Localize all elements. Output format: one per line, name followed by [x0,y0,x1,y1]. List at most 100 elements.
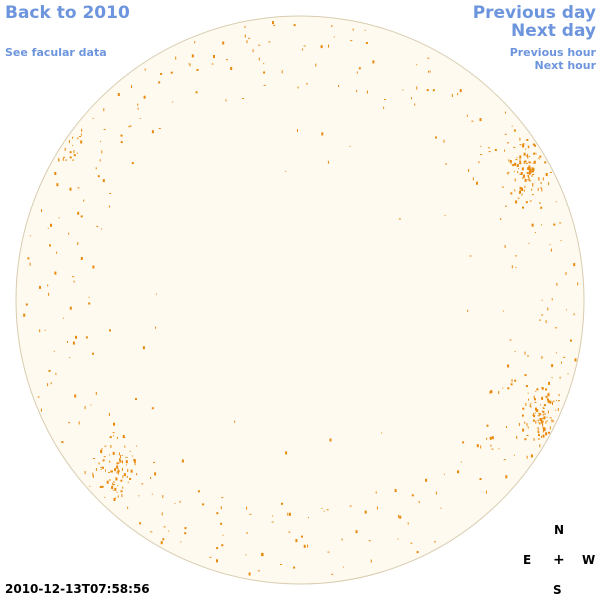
compass-north: N [554,523,565,537]
facula-mark [331,25,333,28]
facula-mark [537,157,539,159]
facula-mark [535,153,537,155]
facula-mark [73,150,75,154]
facula-mark [327,551,330,553]
facula-mark [209,556,212,558]
facula-mark [273,24,276,26]
see-facular-data-link[interactable]: See facular data [5,46,107,59]
facula-mark [154,472,157,476]
facula-mark [136,473,138,476]
facula-mark [545,173,548,176]
facula-mark [457,93,459,96]
facula-mark [116,436,118,439]
facula-mark [522,193,523,195]
previous-day-link[interactable]: Previous day [472,3,596,23]
facula-mark [244,25,246,28]
facula-mark [139,118,141,119]
facula-mark [529,200,531,202]
facula-mark [502,387,504,389]
facula-mark [100,469,102,470]
facula-mark [119,458,121,462]
facula-mark [101,485,104,488]
facula-mark [498,448,500,450]
facula-mark [195,91,198,94]
facula-mark [119,460,122,463]
facula-mark [480,145,482,147]
facula-mark [518,168,519,170]
facula-mark [530,402,532,404]
facula-mark [120,455,122,459]
facula-mark [558,394,560,397]
facula-mark [110,470,113,473]
facula-mark [131,455,133,457]
next-day-link[interactable]: Next day [511,21,596,41]
facula-mark [529,406,532,408]
facula-mark [519,159,521,162]
facula-mark [531,223,534,227]
facula-mark [532,174,535,175]
facula-mark [112,432,115,434]
facula-mark [27,257,30,260]
facula-mark [535,420,537,424]
facula-mark [530,170,532,174]
facula-mark [141,483,144,485]
previous-hour-link[interactable]: Previous hour [509,46,596,59]
facula-mark [112,435,114,437]
next-hour-link[interactable]: Next hour [534,59,597,72]
facula-mark [507,364,510,368]
facula-mark [102,179,105,183]
facula-mark [95,468,97,471]
facula-mark [133,459,136,463]
facula-mark [540,423,542,425]
facula-mark [505,111,506,114]
facula-mark [349,145,351,147]
facula-mark [116,465,119,469]
facula-mark [520,172,523,175]
facula-mark [534,398,536,401]
facula-mark [486,437,488,440]
facula-mark [117,495,119,498]
facula-mark [519,190,521,194]
facula-mark [533,413,535,416]
facula-mark [109,454,111,456]
facula-mark [432,89,435,92]
facula-mark [542,406,544,408]
facula-mark [112,482,114,484]
facula-mark [545,320,547,324]
facula-mark [122,460,123,464]
facula-mark [56,183,59,187]
facula-mark [69,156,72,159]
facula-mark [150,531,153,533]
facula-mark [376,506,378,510]
facula-mark [542,434,545,438]
back-to-year-link[interactable]: Back to 2010 [5,3,130,23]
facula-mark [486,424,489,427]
facula-mark [556,282,558,286]
facula-mark [108,412,110,416]
compass-west: W [582,553,596,567]
facula-mark [85,336,88,339]
facula-mark [127,506,129,509]
facula-mark [527,153,529,156]
facula-mark [519,186,521,190]
facula-mark [242,98,245,99]
facula-mark [445,163,448,165]
facula-mark [519,144,522,146]
facula-mark [549,417,552,419]
facula-mark [528,146,530,148]
facula-mark [451,94,453,97]
facula-mark [76,152,78,154]
facula-mark [288,531,291,533]
facula-mark [109,460,111,463]
facula-mark [50,382,52,385]
facula-mark [158,128,161,129]
facula-mark [101,228,102,230]
facula-mark [142,346,145,350]
facula-mark [524,160,527,163]
facula-mark [280,564,282,565]
facula-mark [101,452,103,454]
facula-mark [263,84,266,86]
facula-mark [55,372,57,375]
facula-mark [268,41,271,43]
facula-mark [501,186,504,188]
